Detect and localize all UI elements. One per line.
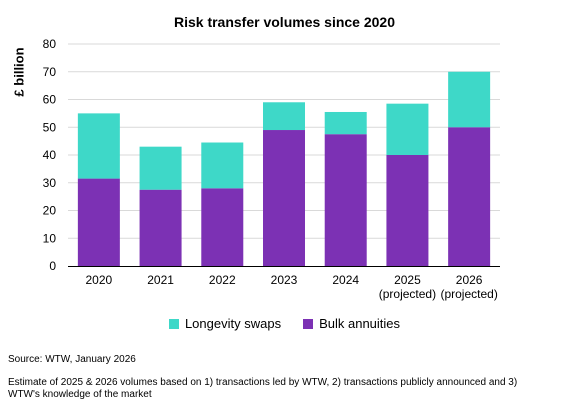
y-tick-label: 70 — [43, 65, 57, 79]
x-tick-label: 2021 — [147, 273, 174, 287]
x-tick-label: 2026 — [456, 273, 483, 287]
bar-longevity-swaps — [386, 103, 429, 155]
y-tick-label: 50 — [43, 120, 57, 134]
x-tick-label: 2023 — [271, 273, 298, 287]
bar-bulk-annuities — [201, 188, 244, 266]
bar-chart: 0 10 20 30 40 50 60 70 80 2020 2021 2022 2023 2024 20… — [43, 37, 500, 301]
x-tick-label: 2020 — [86, 273, 113, 287]
y-tick-label: 80 — [43, 37, 57, 51]
bar-bulk-annuities — [448, 127, 491, 266]
legend-swatch — [168, 318, 179, 329]
y-tick-label: 0 — [49, 259, 56, 273]
bar-bulk-annuities — [324, 134, 367, 266]
y-tick-label: 40 — [43, 148, 57, 162]
bar-longevity-swaps — [448, 71, 491, 128]
bar-longevity-swaps — [139, 146, 182, 190]
y-axis-ticks: 0 10 20 30 40 50 60 70 80 — [43, 37, 57, 273]
chart-title: Risk transfer volumes since 2020 — [173, 14, 395, 30]
x-tick-label: 2025 — [394, 273, 421, 287]
bar-bulk-annuities — [386, 155, 429, 266]
y-tick-label: 10 — [43, 231, 57, 245]
y-tick-label: 30 — [43, 176, 57, 190]
x-tick-label: (projected) — [440, 287, 497, 301]
bar-bulk-annuities — [77, 178, 120, 266]
x-tick-label: (projected) — [379, 287, 436, 301]
legend-item: Bulk annuities — [303, 316, 400, 331]
legend-label: Longevity swaps — [184, 316, 282, 331]
bars — [77, 71, 491, 266]
footnote: Estimate of 2025 & 2026 volumes based on… — [8, 377, 518, 400]
x-tick-label: 2024 — [332, 273, 359, 287]
y-tick-label: 60 — [43, 93, 57, 107]
bar-longevity-swaps — [324, 111, 367, 135]
source-note: Source: WTW, January 2026 — [8, 354, 136, 365]
bar-bulk-annuities — [139, 189, 182, 266]
bar-longevity-swaps — [263, 102, 305, 131]
legend-label: Bulk annuities — [319, 316, 401, 331]
legend-swatch — [303, 318, 314, 329]
bar-longevity-swaps — [201, 142, 244, 189]
bar-longevity-swaps — [77, 113, 120, 179]
legend: Longevity swaps Bulk annuities — [0, 316, 569, 331]
x-axis-ticks: 2020 2021 2022 2023 2024 2025(projected)2026(… — [86, 273, 498, 301]
legend-item: Longevity swaps — [168, 316, 282, 331]
bar-bulk-annuities — [263, 130, 305, 266]
y-tick-label: 20 — [43, 204, 57, 218]
x-tick-label: 2022 — [209, 273, 236, 287]
